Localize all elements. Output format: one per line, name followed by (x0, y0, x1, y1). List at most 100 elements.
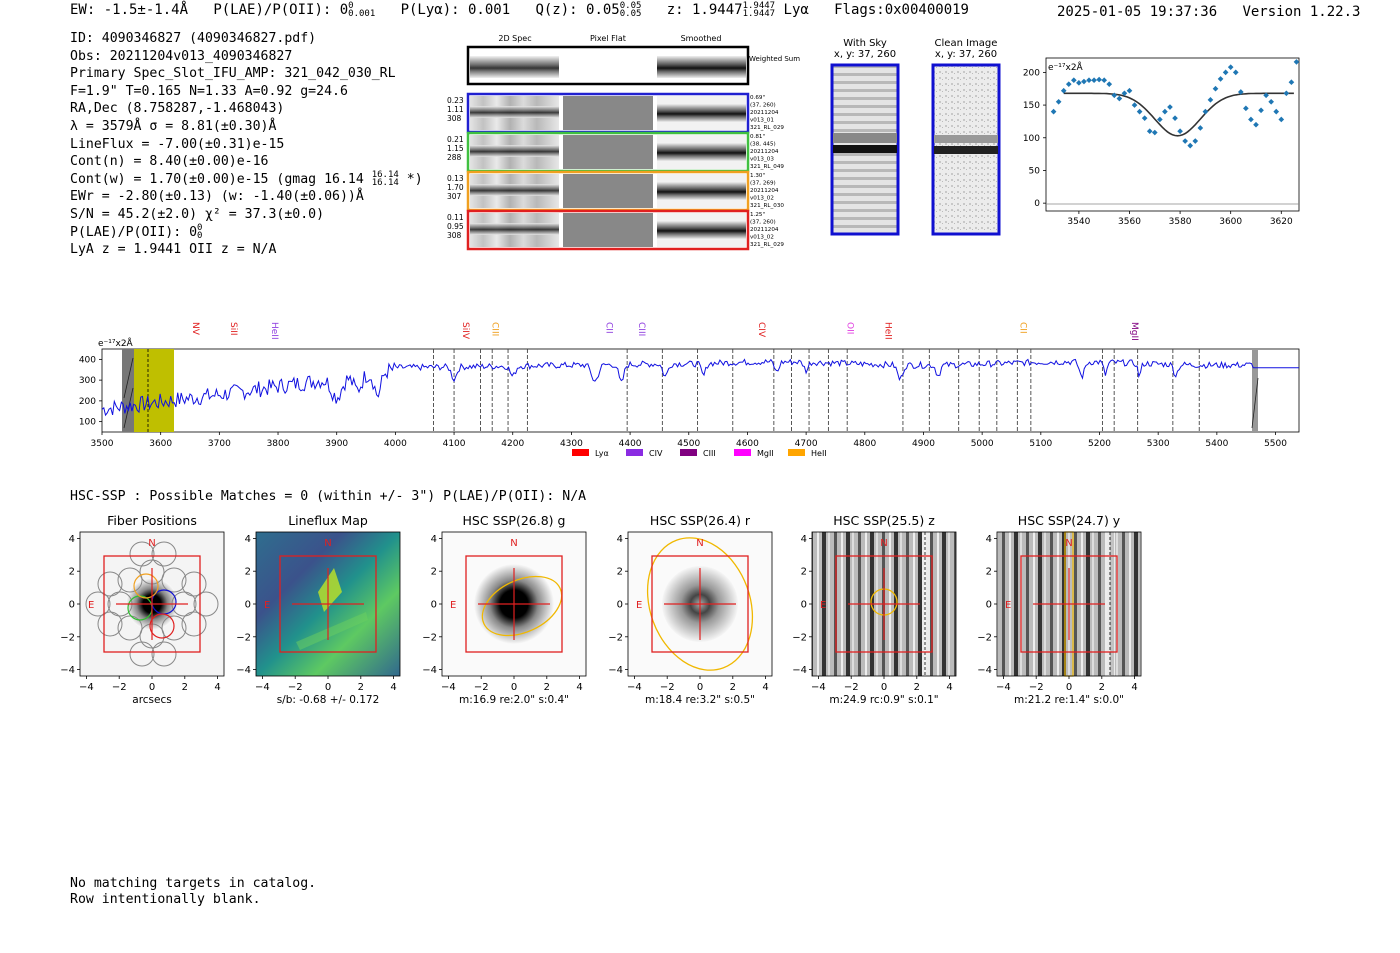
zoom-model-curve (1063, 92, 1294, 137)
cutout-right-label: (38, 445) (750, 142, 776, 148)
zoom-data-point (1232, 69, 1239, 76)
hsc-xtick-label: 0 (1066, 682, 1072, 693)
spectrum-curve (101, 358, 1299, 417)
weighted-sum-smoothed (657, 56, 746, 78)
hsc-ytick-label: 2 (986, 567, 992, 578)
cutout-left-label: 308 (447, 231, 462, 240)
legend-swatch (788, 449, 805, 456)
hsc-ytick-label: 2 (617, 567, 623, 578)
detection-info: ID: 4090346827 (4090346827.pdf) Obs: 202… (70, 30, 423, 259)
zoom-data-point (1050, 108, 1057, 115)
cutout-left-label: 0.95 (447, 222, 464, 231)
hsc-xtick-label: −2 (844, 682, 859, 693)
spectrum-xtick-label: 5500 (1264, 439, 1287, 449)
clean-image-xy: x, y: 37, 260 (934, 49, 998, 60)
legend-label: CIV (649, 449, 663, 458)
zoom-data-point (1076, 80, 1082, 86)
clean-image-title: Clean Image (934, 38, 998, 49)
hsc-xtick-label: −2 (474, 682, 489, 693)
east-label: E (88, 600, 94, 611)
info-lambda: λ = 3579Å σ = 8.81(±0.30)Å (70, 118, 277, 134)
aperture-box (1020, 555, 1118, 653)
zoom-data-point (1065, 81, 1072, 87)
info-id: ID: 4090346827 (4090346827.pdf) (70, 31, 317, 46)
spectral-line-label: HeII (882, 322, 892, 340)
header-z-line: Lyα (783, 2, 809, 18)
hsc-panel: Lineflux Map N E −4 −4 −2 −2 0 0 2 2 4 4 s/b: -0.68 +… (236, 513, 401, 706)
zoom-ytick-label: 0 (1034, 199, 1040, 209)
hsc-ytick-label: 4 (617, 534, 623, 545)
hsc-ytick-label: 4 (986, 534, 992, 545)
zoom-data-point (1197, 125, 1204, 131)
spectrum-xtick-label: 5400 (1205, 439, 1228, 449)
info-params: F=1.9" T=0.165 N=1.33 A=0.92 g=24.6 (70, 83, 348, 99)
hsc-ytick-label: 2 (245, 567, 251, 578)
zoom-data-point (1091, 77, 1097, 84)
source-ellipse (646, 537, 754, 671)
cutout-right-label: 20211204 (750, 149, 779, 155)
hsc-panel-title: Fiber Positions (107, 513, 197, 528)
spectral-line-label: SiIV (460, 322, 470, 340)
spectrum-xtick-label: 4200 (501, 439, 524, 449)
spectrum-xtick-label: 4100 (443, 439, 466, 449)
hsc-xtick-label: −4 (79, 682, 94, 693)
header-version: Version 1.22.3 (1242, 4, 1361, 20)
spectral-line-label: SiII (228, 322, 238, 336)
hsc-ytick-label: 2 (69, 567, 75, 578)
legend-label: MgII (757, 449, 774, 458)
spectral-line-label: MgII (1129, 322, 1139, 341)
zoom-data-point (1248, 116, 1254, 123)
fiber-circle (181, 571, 207, 597)
zoom-xtick-label: 3560 (1118, 217, 1141, 227)
header-flags: Flags:0x00400019 (834, 2, 969, 18)
header-qz: Q(z): 0.05 (535, 2, 620, 18)
hsc-ytick-label: −4 (422, 665, 437, 676)
hsc-xtick-label: 2 (358, 682, 364, 693)
fiber-circle (151, 641, 177, 667)
hsc-panel-title: Lineflux Map (288, 513, 368, 528)
zoom-data-point (1055, 98, 1062, 105)
zoom-data-point (1222, 69, 1229, 76)
spectrum-xtick-label: 4400 (619, 439, 642, 449)
hsc-xtick-label: 2 (914, 682, 920, 693)
hsc-ytick-label: −4 (236, 665, 251, 676)
cutout-pixflat (563, 135, 653, 169)
zoom-data-point (1136, 108, 1143, 115)
zoom-data-point (1157, 116, 1163, 123)
aperture-box (103, 555, 201, 653)
hsc-xtick-label: 2 (730, 682, 736, 693)
hsc-xtick-label: 0 (149, 682, 155, 693)
hsc-xtick-label: 0 (881, 682, 887, 693)
zoom-data-point (1141, 115, 1148, 121)
cutout-right-label: 321_RL_029 (750, 242, 784, 248)
spectrum-xtick-label: 4600 (736, 439, 759, 449)
spectrum-xtick-label: 3500 (91, 439, 114, 449)
legend-swatch (626, 449, 643, 456)
hsc-xtick-label: 4 (576, 682, 582, 693)
hsc-ytick-label: −2 (422, 632, 437, 643)
cutout-right-label: 20211204 (750, 110, 779, 116)
north-label: N (880, 538, 887, 549)
hsc-xtick-label: −2 (112, 682, 127, 693)
zoom-axes (1045, 57, 1300, 212)
header-summary: EW: -1.5±-1.4Å P(LAE)/P(OII): 00 0.001 P(… (70, 1, 969, 19)
hsc-ytick-label: 0 (617, 600, 623, 611)
hsc-xtick-label: 2 (1099, 682, 1105, 693)
footer-line1: No matching targets in catalog. (70, 876, 317, 891)
hsc-xtick-label: −4 (627, 682, 642, 693)
cutout-left-label: 1.11 (447, 105, 464, 114)
spectral-line-label: CIII (489, 322, 499, 336)
hsc-ytick-label: −2 (977, 632, 992, 643)
cutout-right-label: (37, 260) (750, 220, 776, 226)
zoom-ytick-label: 200 (1023, 68, 1040, 78)
hsc-xtick-label: 4 (762, 682, 768, 693)
hsc-panel-caption: m:21.2 re:1.4" s:0.0" (1014, 694, 1124, 706)
hsc-xtick-label: −4 (996, 682, 1011, 693)
zoom-data-point (1258, 107, 1264, 114)
hsc-ytick-label: −4 (977, 665, 992, 676)
north-label: N (148, 538, 155, 549)
zoom-data-point (1212, 85, 1219, 92)
